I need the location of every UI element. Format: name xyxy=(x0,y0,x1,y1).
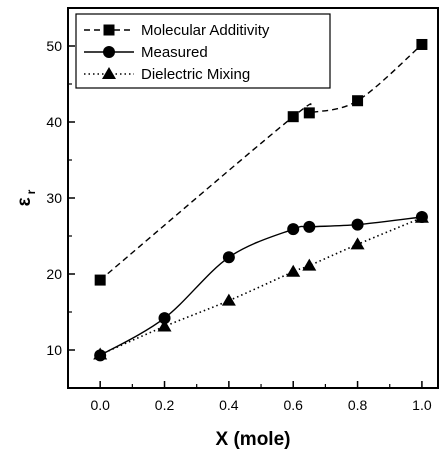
data-point-square xyxy=(303,107,315,119)
y-axis-symbol: ε xyxy=(14,197,35,206)
data-point-circle xyxy=(222,251,235,264)
series-markers xyxy=(93,38,429,362)
data-point-square xyxy=(287,111,299,123)
axis-ticks: 0.0 0.2 0.4 0.6 0.8 1.0 10 20 30 40 50 xyxy=(46,38,431,413)
legend-marker-square xyxy=(103,24,115,36)
x-axis-title: X (mole) xyxy=(216,429,291,450)
legend-label: Molecular Additivity xyxy=(141,22,270,39)
legend-marker-circle xyxy=(103,46,115,58)
y-axis-title: εr xyxy=(14,189,38,206)
x-tick-label: 0.2 xyxy=(155,397,175,413)
data-point-triangle xyxy=(302,258,317,271)
data-point-circle xyxy=(158,312,171,325)
data-point-triangle xyxy=(93,347,108,360)
legend-box xyxy=(75,13,331,89)
x-tick-label: 0.0 xyxy=(90,397,110,413)
data-point-triangle xyxy=(350,237,365,250)
x-tick-label: 0.4 xyxy=(219,397,239,413)
legend-marker-triangle xyxy=(102,67,116,79)
y-tick-label: 30 xyxy=(46,190,62,206)
x-tick-label: 0.8 xyxy=(348,397,368,413)
data-point-triangle xyxy=(221,293,236,306)
y-tick-label: 10 xyxy=(46,342,62,358)
data-point-circle xyxy=(303,220,316,233)
data-point-triangle xyxy=(286,264,301,277)
y-tick-label: 50 xyxy=(46,38,62,54)
data-point-triangle xyxy=(157,319,172,332)
legend: Molecular Additivity Measured Dielectric M… xyxy=(75,13,331,89)
data-point-square xyxy=(352,95,364,107)
data-point-circle xyxy=(351,218,364,231)
y-tick-label: 20 xyxy=(46,266,62,282)
svg-text:εr: εr xyxy=(14,189,38,206)
series-lines xyxy=(99,43,423,356)
data-point-triangle xyxy=(414,210,429,223)
y-axis-subscript: r xyxy=(24,189,38,194)
data-point-circle xyxy=(287,223,300,236)
legend-label: Measured xyxy=(141,44,208,61)
legend-label: Dielectric Mixing xyxy=(141,66,250,83)
data-point-square xyxy=(416,38,428,50)
y-tick-label: 40 xyxy=(46,114,62,130)
x-tick-label: 1.0 xyxy=(412,397,432,413)
x-tick-label: 0.6 xyxy=(283,397,303,413)
data-point-square xyxy=(94,274,106,286)
